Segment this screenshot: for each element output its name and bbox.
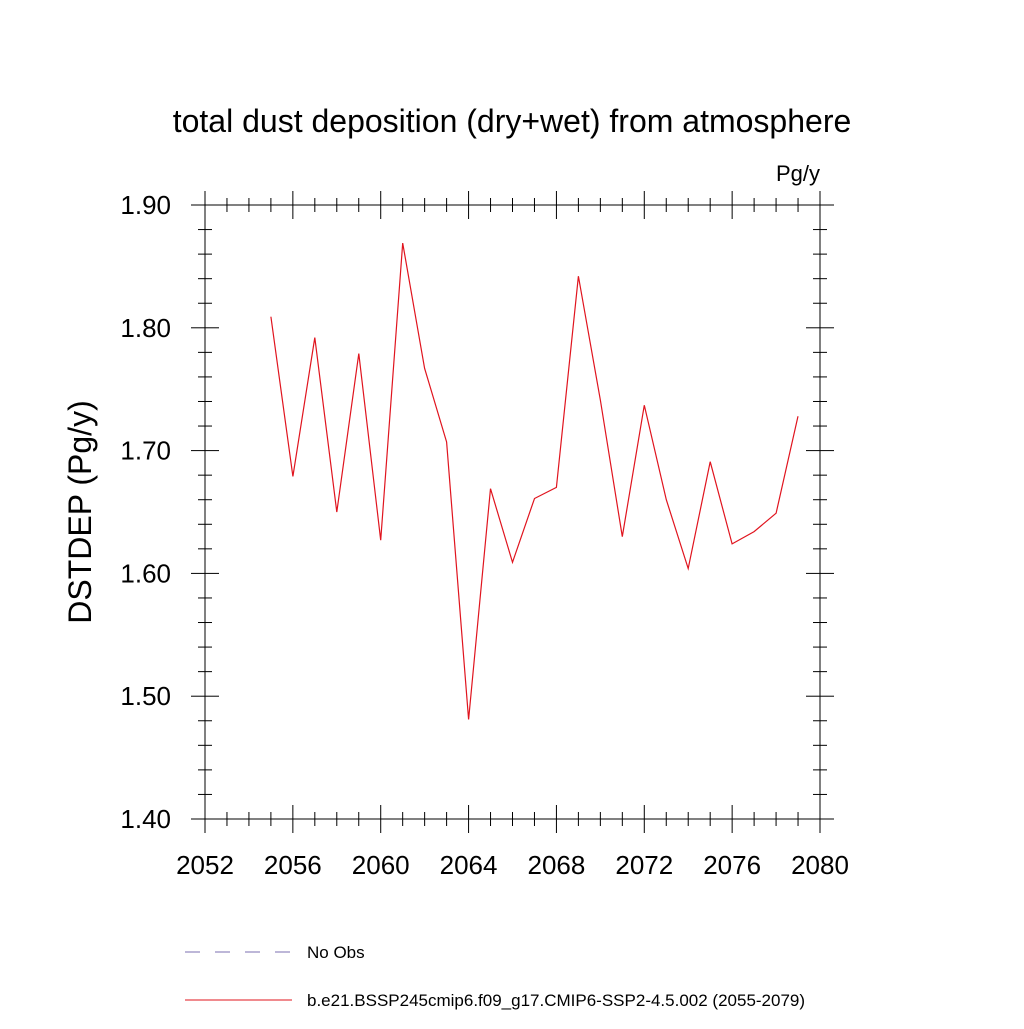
series-layer (270, 242, 799, 720)
y-axis-label: DSTDEP (Pg/y) (62, 400, 98, 623)
plot-frame (204, 204, 821, 820)
y-axis-ticks: 1.40 1.50 1.60 1.70 1.80 1.90 (120, 190, 834, 834)
units-label: Pg/y (776, 161, 820, 186)
x-axis-ticks: 2052 2056 2060 2064 2068 2072 2076 2080 (176, 191, 849, 880)
x-tick-label: 2072 (615, 850, 673, 880)
x-tick-label: 2064 (440, 850, 498, 880)
x-tick-label: 2068 (528, 850, 586, 880)
legend-label: No Obs (307, 943, 365, 962)
x-tick-label: 2060 (352, 850, 410, 880)
series-line (270, 242, 799, 720)
y-tick-label: 1.80 (120, 313, 171, 343)
legend-label: b.e21.BSSP245cmip6.f09_g17.CMIP6-SSP2-4.… (307, 991, 805, 1010)
y-tick-label: 1.90 (120, 190, 171, 220)
y-tick-label: 1.70 (120, 436, 171, 466)
x-tick-label: 2056 (264, 850, 322, 880)
chart-title: total dust deposition (dry+wet) from atm… (173, 103, 852, 139)
legend: No Obs b.e21.BSSP245cmip6.f09_g17.CMIP6-S… (185, 943, 805, 1010)
y-tick-label: 1.50 (120, 681, 171, 711)
x-tick-label: 2080 (791, 850, 849, 880)
x-tick-label: 2076 (703, 850, 761, 880)
y-tick-label: 1.40 (120, 804, 171, 834)
y-tick-label: 1.60 (120, 558, 171, 588)
x-tick-label: 2052 (176, 850, 234, 880)
